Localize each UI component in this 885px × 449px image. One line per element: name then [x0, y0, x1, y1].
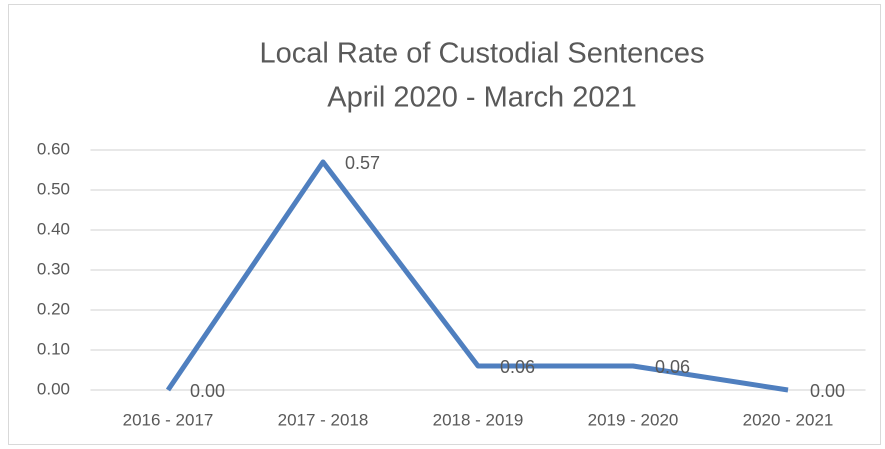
x-tick-label: 2019 - 2020: [588, 410, 679, 429]
x-tick-label: 2017 - 2018: [278, 410, 369, 429]
line-series: [165, 159, 789, 393]
x-tick-label: 2018 - 2019: [433, 410, 524, 429]
x-tick-label: 2016 - 2017: [123, 410, 214, 429]
y-tick-label: 0.50: [37, 179, 70, 198]
y-tick-label: 0.40: [37, 219, 70, 238]
data-label: 0.57: [345, 153, 380, 173]
y-tick-label: 0.00: [37, 379, 70, 398]
data-label: 0.06: [655, 357, 690, 377]
y-tick-label: 0.10: [37, 339, 70, 358]
data-label: 0.00: [810, 381, 845, 401]
chart-subtitle: April 2020 - March 2021: [327, 82, 637, 114]
data-label: 0.00: [190, 381, 225, 401]
chart-frame: [8, 4, 881, 445]
x-tick-label: 2020 - 2021: [743, 410, 834, 429]
y-tick-label: 0.60: [37, 139, 70, 158]
y-tick-label: 0.20: [37, 299, 70, 318]
chart-title: Local Rate of Custodial Sentences: [260, 38, 705, 70]
data-label: 0.06: [500, 357, 535, 377]
y-tick-label: 0.30: [37, 259, 70, 278]
